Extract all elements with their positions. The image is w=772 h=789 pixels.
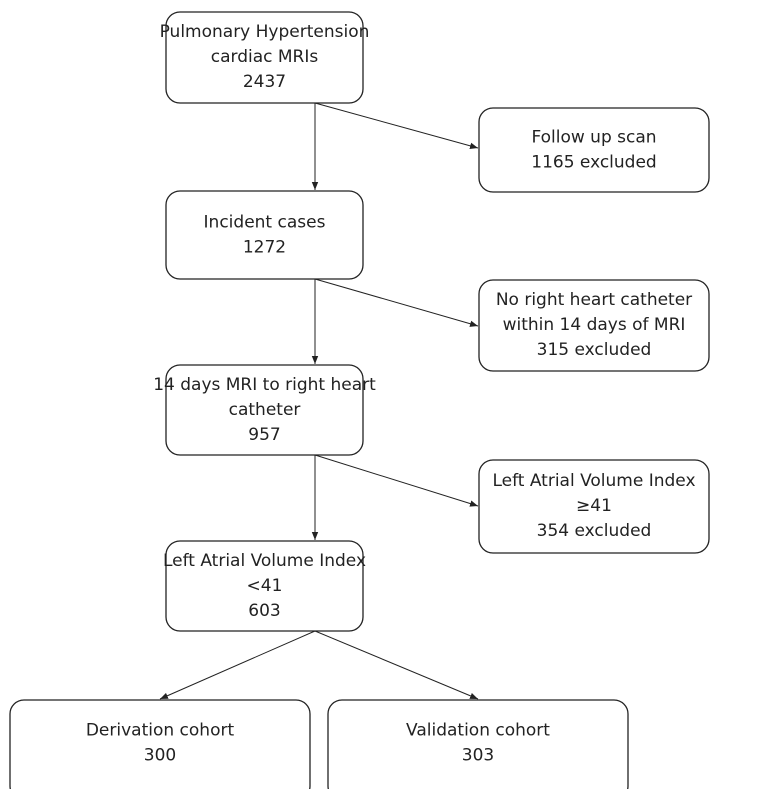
node-box: [478, 459, 710, 554]
node-box: [165, 364, 364, 456]
node-text: within 14 days of MRI: [503, 315, 686, 335]
node-text: cardiac MRIs: [211, 47, 319, 67]
node-box: [478, 107, 710, 193]
node-text: 303: [462, 746, 494, 766]
node-text: Follow up scan: [531, 128, 656, 148]
node-text: 1165 excluded: [531, 153, 656, 173]
node-text: 300: [144, 746, 176, 766]
node-text: 957: [248, 425, 280, 445]
arrow: [314, 454, 479, 507]
node-text: No right heart catheter: [496, 290, 692, 310]
node-box: [478, 279, 710, 372]
node-box: [165, 540, 364, 632]
node-text: <41: [247, 576, 283, 596]
node-text: 603: [248, 601, 280, 621]
node-text: Left Atrial Volume Index: [492, 471, 695, 491]
node-box: [165, 190, 364, 280]
node-text: 14 days MRI to right heart: [153, 375, 376, 395]
arrow: [314, 102, 479, 149]
node-text: Left Atrial Volume Index: [163, 551, 366, 571]
node-text: Pulmonary Hypertension: [160, 22, 370, 42]
node-text: ≥41: [576, 496, 612, 516]
arrow: [314, 630, 479, 700]
node-text: 354 excluded: [537, 521, 652, 541]
arrows: [159, 102, 479, 700]
node-box: [327, 699, 629, 789]
node-box: [165, 11, 364, 104]
node-text: Derivation cohort: [86, 721, 235, 741]
arrow: [159, 630, 316, 700]
node-text: Validation cohort: [406, 721, 550, 741]
node-text: 1272: [243, 238, 286, 258]
node-text: 2437: [243, 72, 286, 92]
node-text: 315 excluded: [537, 340, 652, 360]
node-text: Incident cases: [204, 213, 326, 233]
node-box: [9, 699, 311, 789]
arrow: [314, 278, 479, 327]
node-text: catheter: [229, 400, 301, 420]
